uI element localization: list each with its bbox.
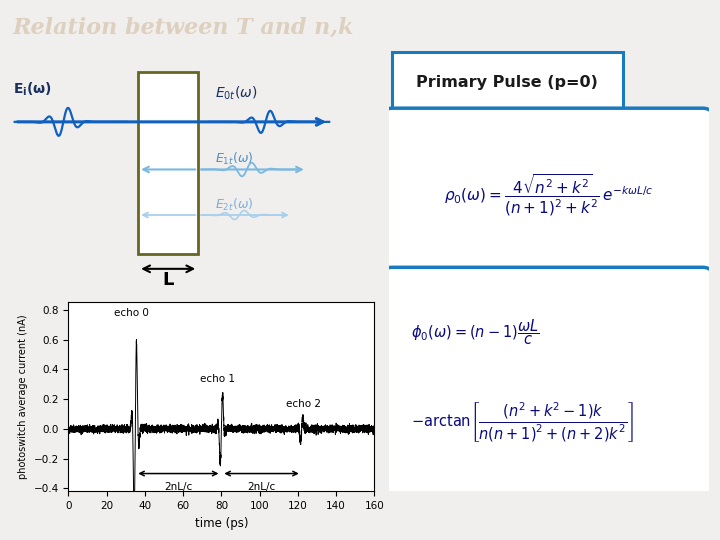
FancyBboxPatch shape bbox=[379, 267, 716, 501]
Text: $\mathbf{E_i(\omega)}$: $\mathbf{E_i(\omega)}$ bbox=[13, 80, 52, 98]
Text: $\phi_0(\omega)=(n-1)\dfrac{\omega L}{c}$: $\phi_0(\omega)=(n-1)\dfrac{\omega L}{c}… bbox=[411, 318, 540, 347]
X-axis label: time (ps): time (ps) bbox=[194, 517, 248, 530]
Y-axis label: photoswitch average current (nA): photoswitch average current (nA) bbox=[18, 315, 28, 479]
Text: 2nL/c: 2nL/c bbox=[248, 482, 276, 492]
Text: Relation between T and n,k: Relation between T and n,k bbox=[13, 17, 354, 38]
Text: 2nL/c: 2nL/c bbox=[164, 482, 192, 492]
Bar bbox=[138, 72, 198, 254]
FancyBboxPatch shape bbox=[392, 52, 623, 113]
FancyBboxPatch shape bbox=[379, 108, 716, 285]
Text: echo 1: echo 1 bbox=[200, 374, 235, 384]
Text: $E_{2t}(\omega)$: $E_{2t}(\omega)$ bbox=[215, 197, 253, 213]
Text: echo 0: echo 0 bbox=[114, 308, 149, 318]
Text: echo 2: echo 2 bbox=[287, 399, 321, 409]
Text: L: L bbox=[163, 272, 174, 289]
Text: $\rho_0(\omega)=\dfrac{4\sqrt{n^2+k^2}}{(n+1)^2+k^2}\,e^{-k\omega L/c}$: $\rho_0(\omega)=\dfrac{4\sqrt{n^2+k^2}}{… bbox=[444, 173, 654, 218]
Text: $E_{0t}(\omega)$: $E_{0t}(\omega)$ bbox=[215, 85, 257, 102]
Text: $-\arctan\!\left[\dfrac{(n^2+k^2-1)k}{n(n+1)^2+(n+2)k^2}\right]$: $-\arctan\!\left[\dfrac{(n^2+k^2-1)k}{n(… bbox=[411, 400, 634, 444]
Text: $E_{1t}(\omega)$: $E_{1t}(\omega)$ bbox=[215, 151, 253, 166]
Text: Primary Pulse (p=0): Primary Pulse (p=0) bbox=[416, 75, 598, 90]
